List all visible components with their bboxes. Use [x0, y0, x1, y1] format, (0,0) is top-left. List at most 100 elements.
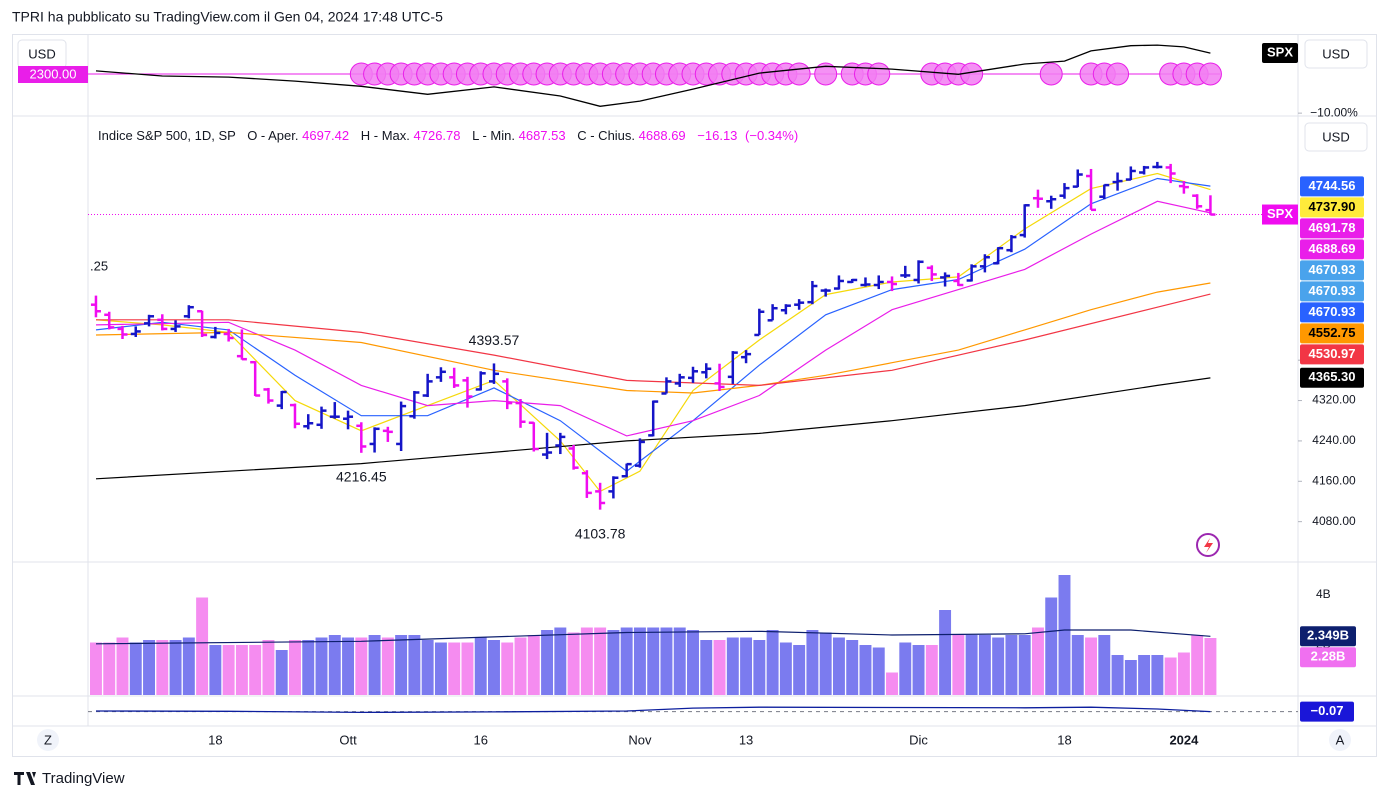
symbol-tag: [1262, 204, 1298, 225]
extreme-label: 4393.57: [469, 332, 520, 348]
volume-bar: [249, 645, 262, 695]
legend: Indice S&P 500, 1D, SP O - Aper. 4697.42…: [98, 128, 798, 143]
volume-tag-label: 2.349B: [1307, 628, 1349, 643]
legend-open: 4697.42: [302, 128, 349, 143]
value-tag: [1300, 701, 1354, 722]
volume-bar: [116, 637, 129, 695]
legend-open-label: O - Aper.: [247, 128, 298, 143]
volume-bar: [275, 650, 288, 695]
x-tick-label: 18: [1057, 732, 1071, 747]
volume-bar: [262, 640, 275, 695]
price-tag-label: 4552.75: [1309, 325, 1356, 340]
extreme-label: 4216.45: [336, 469, 387, 485]
indicator-line: [95, 706, 1211, 714]
volume-bar: [554, 627, 567, 695]
legend-title: Indice S&P 500, 1D, SP: [98, 128, 236, 143]
volume-bar: [355, 637, 368, 695]
auto-label[interactable]: A: [1336, 732, 1345, 747]
volume-bar: [289, 640, 301, 695]
currency-label[interactable]: USD: [1322, 129, 1349, 144]
y-tick-label: 4320.00: [1312, 393, 1356, 407]
extreme-label: 4103.78: [575, 525, 626, 541]
moving-average: [96, 293, 1211, 387]
volume-tag: [1300, 647, 1356, 668]
volume-bar: [819, 632, 832, 695]
price-tag-label: 4670.93: [1309, 262, 1356, 277]
currency-label[interactable]: USD: [28, 46, 55, 61]
x-tick-label: Dic: [909, 732, 928, 747]
currency-button[interactable]: [1304, 122, 1368, 152]
icon-bolt[interactable]: [1204, 538, 1213, 553]
volume-bar: [1058, 575, 1071, 695]
x-tick-label: Nov: [628, 732, 652, 747]
currency-label[interactable]: USD: [1322, 46, 1349, 61]
x-tick-label: 13: [739, 732, 753, 747]
price-tag-label: 4744.56: [1309, 178, 1356, 193]
volume-bar: [1085, 637, 1097, 695]
price-tag-label: 4737.90: [1309, 199, 1356, 214]
legend-high: 4726.78: [414, 128, 461, 143]
volume-bar: [726, 637, 739, 695]
price-tag-label: 4688.69: [1309, 241, 1356, 256]
price-tag-label: 4670.93: [1309, 304, 1356, 319]
volume-bar: [992, 637, 1005, 695]
price-tag-label: 4691.78: [1309, 220, 1356, 235]
moving-average: [95, 377, 1211, 480]
volume-bar: [580, 627, 593, 695]
volume-bar: [859, 645, 872, 695]
volume-bar: [488, 640, 500, 695]
volume-bar: [143, 640, 156, 695]
volume-bar: [779, 642, 792, 695]
zoom-button[interactable]: [37, 729, 59, 751]
volume-bar: [925, 645, 938, 695]
legend-high-label: H - Max.: [361, 128, 410, 143]
level-tag: [18, 66, 88, 83]
signal: [867, 62, 891, 86]
volume-bar: [169, 640, 182, 695]
volume-bar: [1031, 627, 1044, 695]
volume-bar: [846, 640, 859, 695]
volume-bar: [952, 635, 965, 695]
volume-bar: [899, 642, 912, 695]
y-tick-label: 4160.00: [1312, 473, 1356, 487]
price-tag-label: 4670.93: [1309, 283, 1356, 298]
legend-change-pct: (−0.34%): [745, 128, 798, 143]
value-tag-label: −0.07: [1311, 703, 1344, 718]
price-tag: [1300, 281, 1364, 302]
zoom-label[interactable]: Z: [44, 732, 52, 747]
legend-low: 4687.53: [519, 128, 566, 143]
volume-bar: [700, 640, 713, 695]
volume-bar: [514, 637, 527, 695]
volume-bar: [1045, 597, 1058, 695]
volume-bar: [1071, 635, 1084, 695]
volume-bar: [103, 642, 116, 695]
volume-bar: [368, 635, 381, 695]
currency-button[interactable]: [1304, 39, 1368, 69]
volume-bar: [1111, 655, 1124, 695]
level-label: 2300.00: [30, 66, 77, 81]
auto-button[interactable]: [1329, 729, 1351, 751]
volume-bar: [1177, 652, 1190, 695]
y-tick-label: 4240.00: [1312, 433, 1356, 447]
volume-bar: [912, 645, 925, 695]
indicator-line: [95, 44, 1211, 107]
volume-bar: [1191, 635, 1204, 695]
y-tick-label: 4B: [1316, 587, 1331, 601]
volume-bar: [647, 627, 660, 695]
volume-bar: [687, 630, 699, 695]
volume-bar: [474, 637, 487, 695]
legend-low-label: L - Min.: [472, 128, 515, 143]
volume-bar: [156, 640, 169, 695]
volume-bar: [713, 640, 726, 695]
price-tag: [1300, 323, 1364, 344]
volume-bar: [448, 642, 461, 695]
icon-ring[interactable]: [1196, 533, 1220, 557]
volume-bar: [209, 645, 222, 695]
brand: TradingView: [42, 770, 125, 787]
volume-bar: [1018, 635, 1031, 695]
price-tag: [1300, 197, 1364, 218]
volume-bar: [1098, 635, 1111, 695]
moving-average: [95, 200, 1211, 437]
lightning-icon[interactable]: [1196, 533, 1220, 557]
